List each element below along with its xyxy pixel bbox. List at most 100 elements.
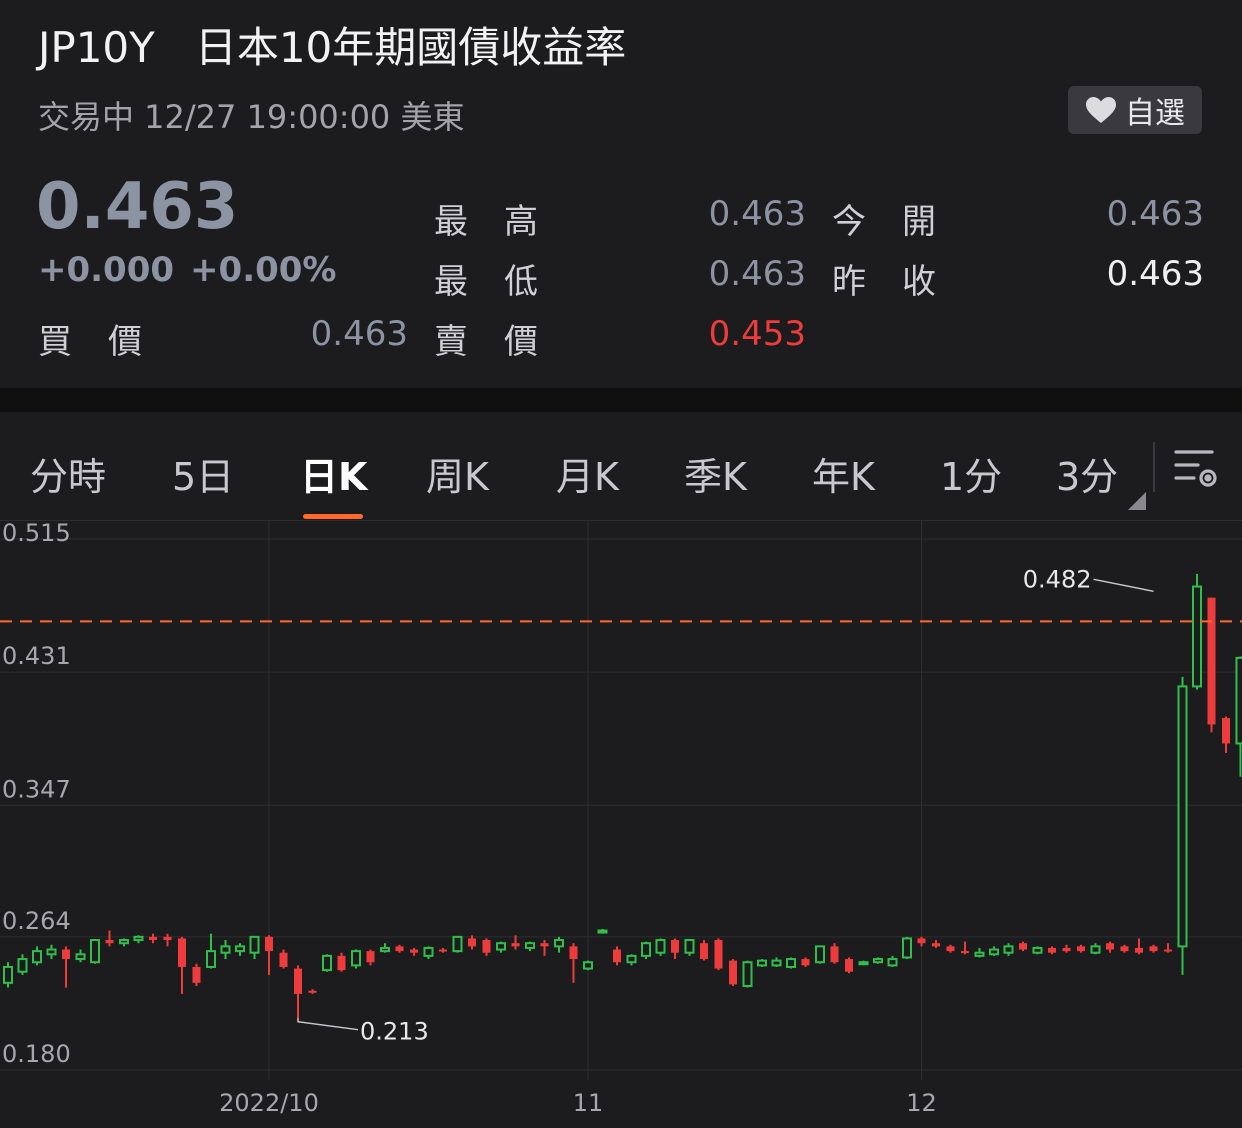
- candle[interactable]: [192, 963, 201, 986]
- candle[interactable]: [597, 928, 608, 934]
- candle[interactable]: [1192, 573, 1202, 690]
- candle[interactable]: [308, 989, 317, 994]
- candle[interactable]: [626, 954, 637, 966]
- candle[interactable]: [395, 944, 404, 953]
- tab-weekly-k[interactable]: 周K: [426, 455, 489, 499]
- candle[interactable]: [206, 933, 216, 969]
- candle[interactable]: [149, 933, 157, 944]
- candle[interactable]: [351, 949, 361, 969]
- candle[interactable]: [1235, 656, 1242, 777]
- candle[interactable]: [1019, 941, 1027, 952]
- candle[interactable]: [641, 941, 651, 960]
- candle[interactable]: [17, 954, 28, 975]
- candle[interactable]: [815, 945, 825, 964]
- candle[interactable]: [1177, 676, 1188, 975]
- candle[interactable]: [1048, 946, 1056, 955]
- candle[interactable]: [265, 935, 273, 975]
- candle[interactable]: [902, 936, 912, 960]
- candle[interactable]: [468, 935, 476, 950]
- candle[interactable]: [1135, 938, 1143, 955]
- candle[interactable]: [220, 940, 231, 960]
- candle[interactable]: [119, 938, 129, 947]
- candle[interactable]: [1149, 944, 1158, 953]
- candlestick-chart[interactable]: 0.515 0.431 0.347 0.264 0.180 2022/10 11 12 0.48…: [0, 521, 1242, 1128]
- candle[interactable]: [946, 944, 955, 953]
- candle[interactable]: [511, 935, 520, 950]
- candle[interactable]: [540, 940, 549, 956]
- tab-intraday[interactable]: 分時: [30, 455, 107, 499]
- candle[interactable]: [32, 946, 42, 966]
- high-label: 最高: [434, 202, 574, 242]
- candle[interactable]: [90, 939, 100, 964]
- candle[interactable]: [279, 949, 288, 969]
- candle[interactable]: [133, 935, 144, 944]
- candle[interactable]: [423, 946, 434, 960]
- tab-3min[interactable]: 3分: [1056, 455, 1119, 499]
- candle[interactable]: [684, 939, 695, 956]
- candle[interactable]: [1120, 944, 1129, 953]
- candle[interactable]: [337, 952, 346, 972]
- candle[interactable]: [1222, 716, 1230, 753]
- candle[interactable]: [613, 946, 621, 966]
- candle[interactable]: [583, 960, 593, 971]
- candle[interactable]: [830, 943, 839, 964]
- tab-1min[interactable]: 1分: [940, 455, 1003, 499]
- candle[interactable]: [62, 946, 70, 988]
- tab-daily-k[interactable]: 日K: [300, 455, 368, 499]
- candle[interactable]: [1032, 946, 1043, 955]
- tab-5day[interactable]: 5日: [172, 455, 235, 499]
- candle[interactable]: [858, 960, 869, 966]
- candle[interactable]: [554, 936, 564, 953]
- candle[interactable]: [46, 944, 57, 960]
- chart-settings-icon[interactable]: [1172, 444, 1220, 492]
- candle[interactable]: [380, 943, 390, 953]
- tab-monthly-k[interactable]: 月K: [556, 455, 619, 499]
- candle[interactable]: [671, 938, 679, 960]
- watchlist-button[interactable]: 自選: [1068, 86, 1202, 134]
- candle[interactable]: [801, 957, 810, 967]
- more-periods-indicator[interactable]: [1128, 492, 1146, 510]
- candle[interactable]: [249, 935, 260, 960]
- candle[interactable]: [1077, 944, 1085, 953]
- candle[interactable]: [742, 960, 753, 988]
- candle[interactable]: [1207, 597, 1216, 733]
- candle[interactable]: [75, 949, 86, 963]
- candle[interactable]: [757, 959, 767, 967]
- candle[interactable]: [1062, 944, 1071, 953]
- candle[interactable]: [410, 947, 418, 956]
- candle[interactable]: [974, 947, 985, 958]
- candle[interactable]: [3, 962, 13, 988]
- candle[interactable]: [482, 938, 491, 956]
- candle[interactable]: [917, 936, 926, 947]
- candle[interactable]: [873, 957, 883, 964]
- candle[interactable]: [569, 943, 578, 983]
- candle[interactable]: [294, 965, 302, 1018]
- candle[interactable]: [700, 940, 708, 961]
- candle[interactable]: [525, 941, 535, 952]
- candle[interactable]: [178, 936, 186, 994]
- candle[interactable]: [845, 957, 853, 974]
- tab-yearly-k[interactable]: 年K: [812, 455, 875, 499]
- candle[interactable]: [235, 943, 245, 956]
- candle[interactable]: [439, 947, 447, 953]
- candle[interactable]: [105, 930, 114, 947]
- candle[interactable]: [729, 959, 737, 986]
- candle[interactable]: [366, 949, 375, 966]
- candle[interactable]: [961, 941, 969, 955]
- candle[interactable]: [714, 938, 723, 971]
- candle[interactable]: [655, 938, 666, 956]
- candle[interactable]: [771, 957, 782, 967]
- candle[interactable]: [989, 946, 999, 956]
- candle[interactable]: [1106, 941, 1114, 953]
- candle[interactable]: [452, 935, 463, 953]
- candle[interactable]: [1090, 943, 1101, 955]
- candle[interactable]: [163, 933, 172, 947]
- candle[interactable]: [932, 940, 940, 948]
- candle[interactable]: [887, 955, 898, 967]
- candle[interactable]: [496, 941, 506, 953]
- candle[interactable]: [1003, 943, 1014, 956]
- tab-quarterly-k[interactable]: 季K: [684, 455, 747, 499]
- candle[interactable]: [1164, 943, 1172, 953]
- candle[interactable]: [786, 957, 796, 969]
- candle[interactable]: [322, 954, 332, 972]
